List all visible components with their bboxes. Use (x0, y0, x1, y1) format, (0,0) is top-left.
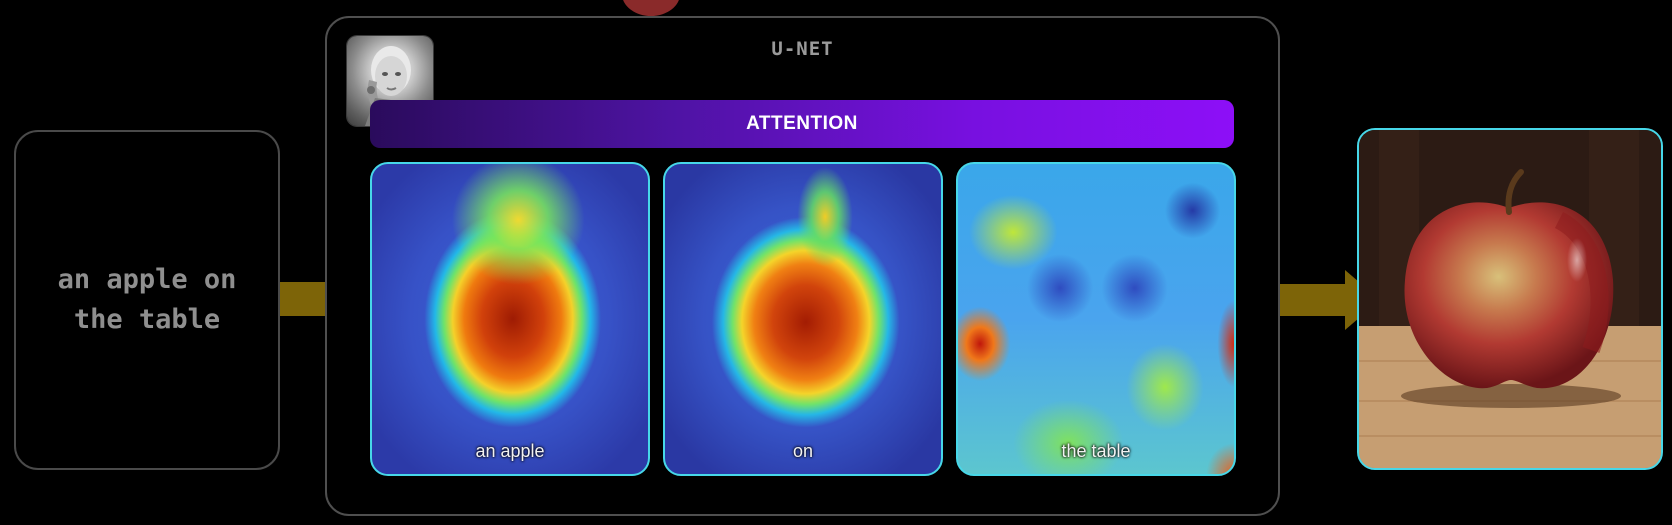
output-arrow-icon (1280, 270, 1380, 330)
unet-title: U-NET (771, 38, 834, 60)
heatmap-panel-on: on (663, 162, 943, 476)
unet-container (325, 16, 1280, 516)
attention-bar: ATTENTION (370, 100, 1234, 148)
decorative-circle (622, 0, 680, 16)
heatmap-panel-an-apple: an apple (370, 162, 650, 476)
heatmap-label: the table (1061, 441, 1131, 461)
heatmap-panel-the-table: the table (956, 162, 1236, 476)
apple-photo (1357, 128, 1663, 470)
prompt-text: an apple on the table (57, 264, 237, 335)
input-connector-arrow (280, 282, 326, 316)
attention-label: ATTENTION (746, 113, 858, 134)
prompt-box: an apple on the table (14, 130, 280, 470)
heatmap-label: on (792, 441, 814, 461)
heatmap-label: an apple (475, 441, 545, 461)
